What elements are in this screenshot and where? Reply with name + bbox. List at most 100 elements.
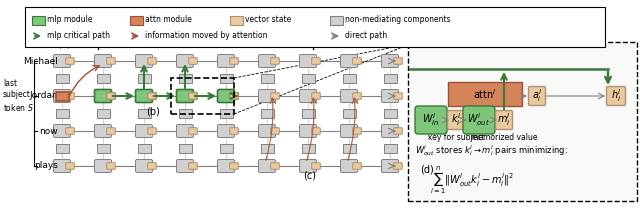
FancyBboxPatch shape [340,159,358,172]
Text: $m^l_i$: $m^l_i$ [497,112,511,128]
FancyBboxPatch shape [179,74,191,83]
FancyBboxPatch shape [312,128,320,134]
FancyBboxPatch shape [312,163,320,169]
Text: $a^l_i$: $a^l_i$ [532,88,542,104]
FancyBboxPatch shape [129,15,143,24]
FancyBboxPatch shape [31,15,45,24]
FancyBboxPatch shape [260,144,273,153]
FancyBboxPatch shape [529,87,545,106]
FancyBboxPatch shape [54,55,70,68]
Text: Jordan: Jordan [29,92,58,101]
FancyBboxPatch shape [230,15,243,24]
Bar [171,78,234,114]
FancyBboxPatch shape [495,111,513,130]
FancyBboxPatch shape [220,144,232,153]
Text: $h^l_i$: $h^l_i$ [611,88,621,104]
FancyBboxPatch shape [177,159,193,172]
FancyBboxPatch shape [330,15,342,24]
FancyBboxPatch shape [218,125,234,138]
FancyBboxPatch shape [312,93,320,99]
FancyBboxPatch shape [189,93,197,99]
FancyBboxPatch shape [340,55,358,68]
FancyBboxPatch shape [408,42,637,201]
FancyBboxPatch shape [381,125,399,138]
FancyBboxPatch shape [179,144,191,153]
FancyBboxPatch shape [463,106,495,134]
FancyBboxPatch shape [56,109,68,118]
FancyBboxPatch shape [300,55,317,68]
FancyBboxPatch shape [353,163,362,169]
FancyBboxPatch shape [394,58,403,64]
FancyBboxPatch shape [66,128,74,134]
FancyBboxPatch shape [383,74,397,83]
FancyBboxPatch shape [259,159,275,172]
FancyBboxPatch shape [218,159,234,172]
FancyBboxPatch shape [271,163,279,169]
FancyBboxPatch shape [189,58,197,64]
FancyBboxPatch shape [54,89,70,102]
FancyBboxPatch shape [271,58,279,64]
FancyBboxPatch shape [218,89,234,102]
FancyBboxPatch shape [97,74,109,83]
FancyBboxPatch shape [260,74,273,83]
Text: information moved by attention: information moved by attention [145,32,268,41]
FancyBboxPatch shape [179,109,191,118]
Text: key for subject: key for subject [428,133,484,142]
Text: $W^l_{in}$: $W^l_{in}$ [422,112,440,128]
FancyBboxPatch shape [177,89,193,102]
FancyBboxPatch shape [148,58,156,64]
FancyBboxPatch shape [107,128,115,134]
Text: (a): (a) [57,39,70,49]
FancyBboxPatch shape [177,55,193,68]
Text: $W^l_{out}$ stores $k^l_i \to m^l_i$ pairs minimizing:: $W^l_{out}$ stores $k^l_i \to m^l_i$ pai… [415,143,568,158]
FancyBboxPatch shape [342,74,355,83]
FancyBboxPatch shape [381,159,399,172]
FancyBboxPatch shape [340,125,358,138]
Text: non-mediating components: non-mediating components [345,15,451,24]
FancyBboxPatch shape [230,93,238,99]
FancyBboxPatch shape [230,128,238,134]
FancyBboxPatch shape [340,89,358,102]
FancyBboxPatch shape [95,89,111,102]
Text: last
subject
token $S$: last subject token $S$ [3,79,34,113]
FancyBboxPatch shape [189,128,197,134]
FancyBboxPatch shape [312,58,320,64]
FancyBboxPatch shape [271,128,279,134]
FancyBboxPatch shape [301,109,314,118]
FancyBboxPatch shape [148,128,156,134]
Text: attn module: attn module [145,15,192,24]
FancyBboxPatch shape [136,55,152,68]
FancyBboxPatch shape [54,125,70,138]
FancyBboxPatch shape [342,109,355,118]
Text: range of critical MLP layers $\mathcal{R}$: range of critical MLP layers $\mathcal{R… [133,29,278,43]
Text: $k^l_i$: $k^l_i$ [451,112,461,128]
FancyBboxPatch shape [381,89,399,102]
FancyBboxPatch shape [66,93,74,99]
FancyBboxPatch shape [148,93,156,99]
FancyBboxPatch shape [138,144,150,153]
FancyBboxPatch shape [136,89,152,102]
FancyBboxPatch shape [301,74,314,83]
Text: Michael: Michael [23,56,58,65]
Text: plays: plays [34,162,58,171]
Text: (b): (b) [146,106,160,116]
FancyBboxPatch shape [259,125,275,138]
FancyBboxPatch shape [230,163,238,169]
FancyBboxPatch shape [97,109,109,118]
FancyBboxPatch shape [107,163,115,169]
FancyBboxPatch shape [136,159,152,172]
Text: $\sum_{i=1}^{n} \|W^l_{out}k^l_i - m^l_i\|^2$: $\sum_{i=1}^{n} \|W^l_{out}k^l_i - m^l_i… [430,165,514,196]
FancyBboxPatch shape [230,58,238,64]
FancyBboxPatch shape [189,163,197,169]
FancyBboxPatch shape [230,93,238,99]
Text: $\mathrm{attn}^l$: $\mathrm{attn}^l$ [473,87,497,101]
FancyBboxPatch shape [383,144,397,153]
FancyBboxPatch shape [607,87,625,106]
FancyBboxPatch shape [383,109,397,118]
FancyBboxPatch shape [107,93,115,99]
FancyBboxPatch shape [56,144,68,153]
FancyBboxPatch shape [66,163,74,169]
FancyBboxPatch shape [300,125,317,138]
FancyBboxPatch shape [394,163,403,169]
FancyBboxPatch shape [342,144,355,153]
